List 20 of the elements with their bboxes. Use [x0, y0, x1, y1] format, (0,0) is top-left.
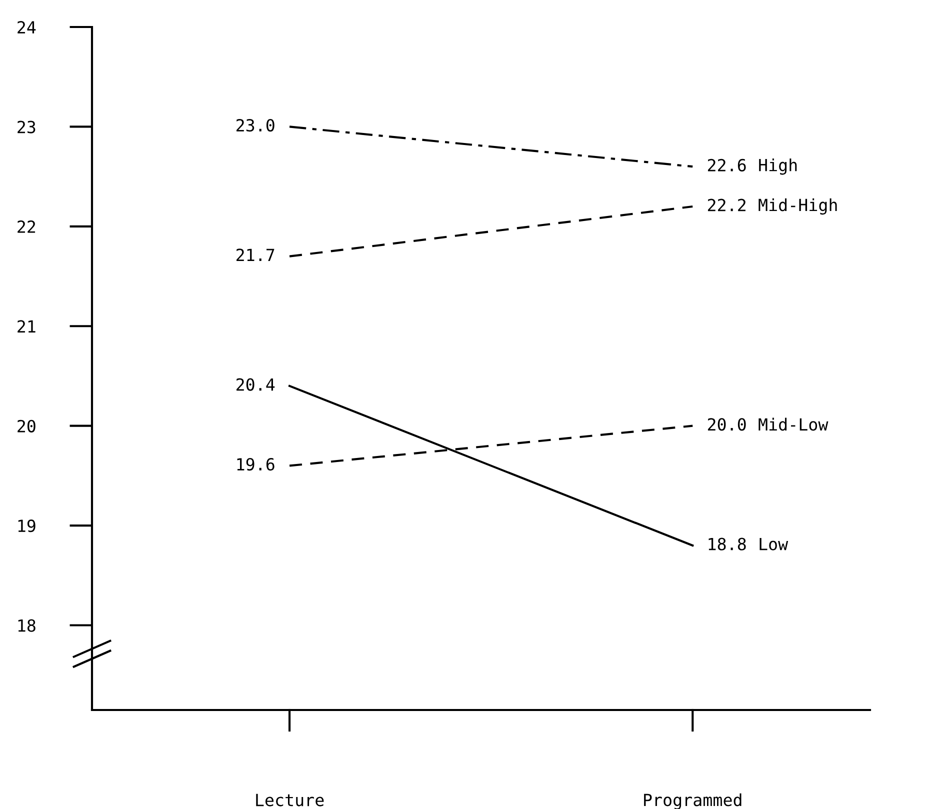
data-label: 20.0 — [708, 418, 746, 431]
data-label: 23.0 — [236, 118, 274, 132]
y-tick-label: 20 — [18, 420, 36, 432]
data-label: 18.8 — [708, 538, 746, 550]
x-tick-label: Lecture — [256, 794, 324, 806]
data-label: 19.6 — [237, 458, 274, 471]
y-tick-label: 19 — [18, 520, 36, 532]
y-tick-label: 21 — [18, 320, 36, 332]
text: Mid-Low — [758, 418, 828, 431]
text: Low — [760, 538, 788, 550]
data-label: 21.7 — [236, 248, 274, 261]
y-tick-label: 22 — [18, 220, 36, 233]
y-tick-label: 24 — [18, 21, 36, 34]
text: High — [759, 158, 797, 175]
text: Mid-High — [758, 198, 837, 215]
y-tick-label: 23 — [18, 120, 36, 134]
data-label: 20.4 — [236, 378, 275, 391]
y-tick-label: 18 — [18, 619, 36, 632]
data-label: 22.2 — [708, 198, 746, 212]
data-label: 22.6 — [708, 158, 746, 172]
